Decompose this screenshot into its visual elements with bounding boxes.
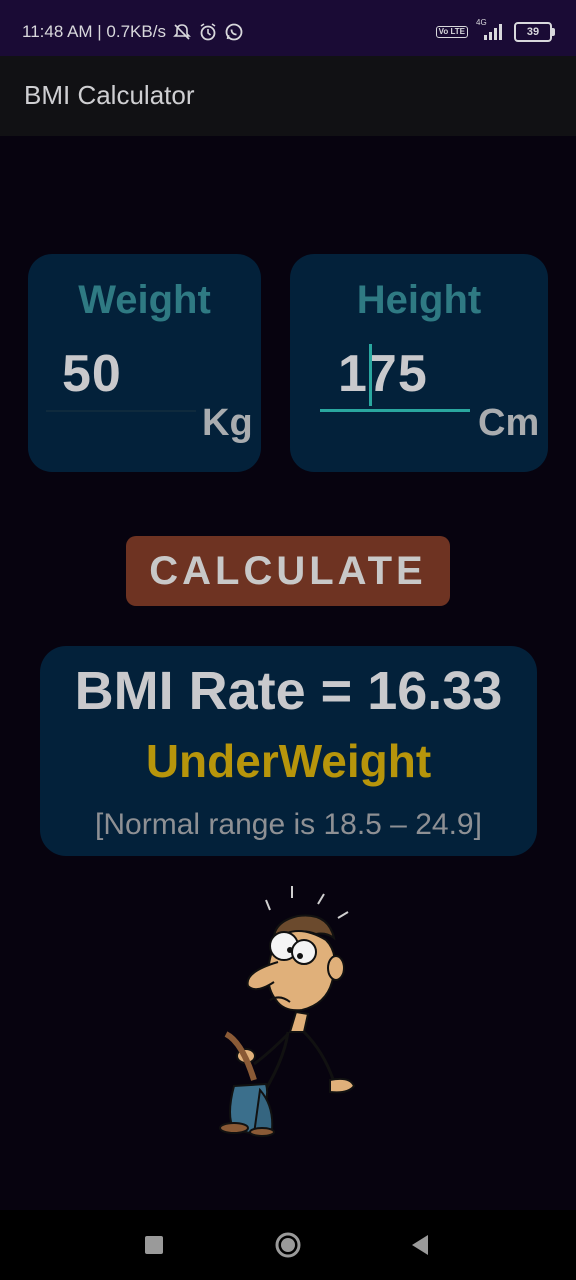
text-cursor — [369, 344, 372, 406]
app-bar: BMI Calculator — [0, 56, 576, 136]
height-label: Height — [356, 278, 482, 322]
height-input-underline — [320, 409, 470, 412]
alarm-icon — [198, 22, 218, 42]
height-input[interactable]: 175 — [338, 345, 428, 403]
status-left: 11:48 AM | 0.7KB/s — [22, 22, 244, 42]
status-time-speed: 11:48 AM | 0.7KB/s — [22, 22, 166, 41]
height-card: Height 175 Cm — [290, 254, 548, 472]
app-title: BMI Calculator — [24, 80, 195, 110]
network-type-label: 4G — [476, 18, 487, 27]
battery-icon: 39 — [514, 22, 555, 42]
status-bar: 11:48 AM | 0.7KB/s Vo LTE 4G 39 — [0, 0, 576, 56]
home-icon[interactable] — [274, 1231, 302, 1259]
nav-bar — [0, 1210, 576, 1280]
status-right: Vo LTE 4G 39 — [435, 18, 555, 42]
normal-range-text: [Normal range is 18.5 – 24.9] — [95, 808, 482, 841]
mute-icon — [172, 22, 192, 42]
volte-icon: Vo LTE — [435, 26, 468, 38]
bmi-status-text: UnderWeight — [145, 735, 432, 787]
thin-man-holding-pants-illustration — [200, 884, 380, 1140]
recent-apps-icon[interactable] — [145, 1236, 163, 1254]
weight-input-underline — [46, 410, 196, 412]
weight-label: Weight — [78, 278, 211, 322]
bmi-rate-text: BMI Rate = 16.33 — [74, 661, 503, 721]
back-icon[interactable] — [410, 1233, 430, 1257]
signal-icon: 4G — [476, 18, 506, 42]
result-card: BMI Rate = 16.33 UnderWeight [Normal ran… — [40, 646, 537, 856]
weight-unit: Kg — [202, 402, 253, 444]
calculate-button[interactable]: CALCULATE — [126, 536, 450, 606]
weight-card: Weight 50 Kg — [28, 254, 261, 472]
battery-level: 39 — [526, 26, 540, 38]
weight-input[interactable]: 50 — [62, 345, 122, 403]
whatsapp-icon — [224, 22, 244, 42]
height-unit: Cm — [478, 402, 540, 444]
